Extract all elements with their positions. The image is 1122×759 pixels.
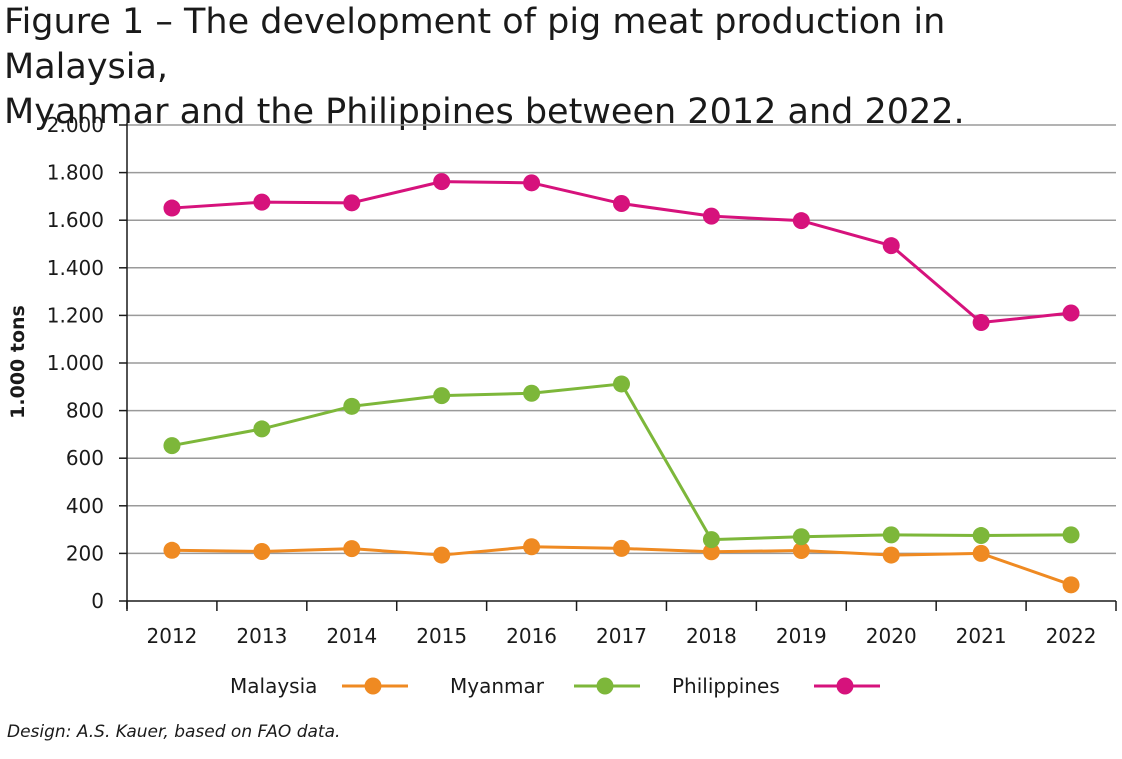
data-point-malaysia: [433, 546, 451, 564]
chart-title-line-1: Figure 1 – The development of pig meat p…: [4, 2, 946, 87]
gridlines: [127, 124, 1116, 555]
data-point-philippines: [882, 237, 900, 255]
x-tick-label: 2013: [236, 624, 287, 648]
data-point-philippines: [1062, 304, 1080, 322]
data-point-philippines: [433, 173, 451, 191]
legend-label: Philippines: [672, 674, 780, 698]
y-tick-label: 2.000: [47, 113, 104, 137]
data-point-malaysia: [163, 541, 181, 559]
data-point-malaysia: [523, 538, 541, 556]
data-point-philippines: [163, 199, 181, 217]
x-tick-label: 2022: [1046, 624, 1097, 648]
data-point-malaysia: [972, 544, 990, 562]
x-tick-label: 2018: [686, 624, 737, 648]
data-point-philippines: [613, 195, 630, 213]
legend-label: Myanmar: [450, 674, 545, 698]
y-tick-label: 1.400: [47, 256, 104, 280]
data-point-malaysia: [253, 542, 271, 560]
data-point-malaysia: [343, 540, 361, 558]
y-tick-label: 800: [66, 399, 104, 423]
x-tick-label: 2012: [147, 624, 198, 648]
data-point-philippines: [523, 174, 541, 192]
data-point-philippines: [702, 207, 720, 225]
y-tick-label: 1.000: [47, 351, 104, 375]
x-tick-label: 2020: [866, 624, 917, 648]
data-point-philippines: [343, 194, 361, 212]
series-line-myanmar: [171, 382, 1072, 542]
x-tick-label: 2015: [416, 624, 467, 648]
legend-swatch-marker: [364, 677, 382, 695]
data-point-philippines: [253, 193, 271, 211]
data-point-myanmar: [253, 420, 271, 438]
source-credit: Design: A.S. Kauer, based on FAO data.: [7, 722, 341, 742]
y-tick-label: 0: [91, 589, 104, 613]
data-point-philippines: [972, 314, 990, 332]
data-point-myanmar: [882, 526, 900, 544]
y-tick-label: 1.600: [47, 208, 104, 232]
axes: 0 200 400 600 800 1.000 1.200 1.400 1.600 1.800 2.…: [7, 113, 1117, 648]
data-point-philippines: [792, 212, 810, 230]
data-point-myanmar: [163, 437, 181, 455]
x-tick-label: 2014: [326, 624, 377, 648]
legend-swatch-marker: [836, 677, 854, 695]
legend-label: Malaysia: [230, 674, 317, 698]
y-tick-label: 600: [66, 446, 104, 470]
legend: Malaysia Myanmar Philippines: [230, 674, 880, 698]
y-tick-label: 1.200: [47, 303, 104, 327]
x-tick-label: 2017: [596, 624, 647, 648]
data-point-malaysia: [613, 539, 630, 557]
x-tick-label: 2019: [776, 624, 827, 648]
data-point-myanmar: [702, 531, 720, 549]
legend-swatch-marker: [596, 677, 614, 695]
y-axis-title: 1.000 tons: [7, 305, 29, 419]
data-point-myanmar: [613, 375, 630, 393]
x-tick-label: 2016: [506, 624, 557, 648]
data-point-myanmar: [1062, 526, 1080, 544]
data-point-malaysia: [702, 543, 720, 561]
data-point-malaysia: [882, 546, 900, 564]
y-tick-label: 400: [66, 494, 104, 518]
data-point-myanmar: [792, 528, 810, 546]
data-point-myanmar: [972, 527, 990, 545]
y-tick-label: 1.800: [47, 161, 104, 185]
series: [163, 173, 1080, 594]
data-point-myanmar: [523, 384, 541, 402]
data-point-myanmar: [433, 387, 451, 405]
y-tick-label: 200: [66, 541, 104, 565]
data-point-malaysia: [792, 542, 810, 560]
data-point-malaysia: [1062, 576, 1080, 594]
data-point-myanmar: [343, 397, 361, 415]
x-tick-label: 2021: [956, 624, 1007, 648]
